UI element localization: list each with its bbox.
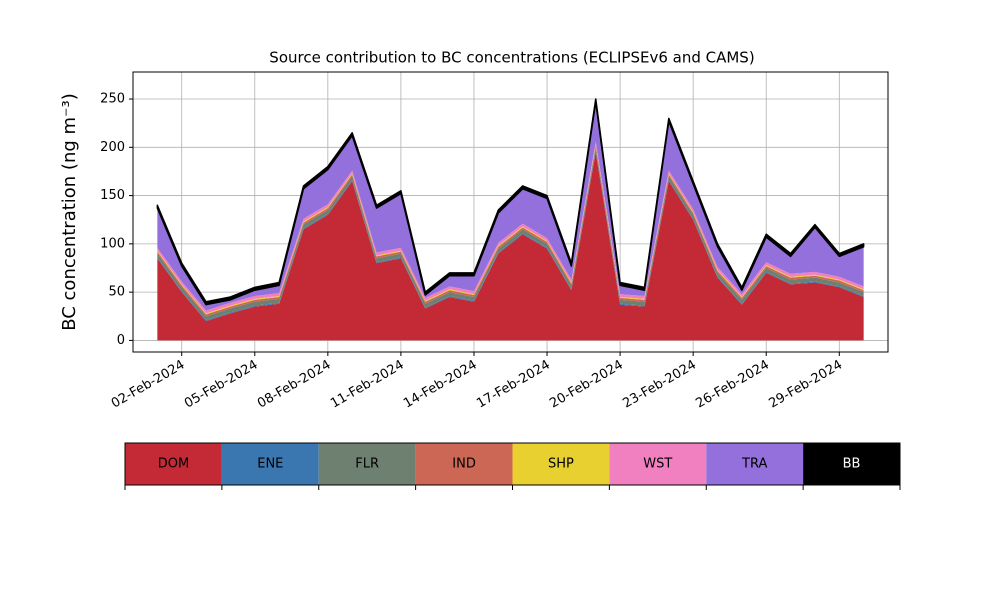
x-tick-label: 02-Feb-2024: [109, 358, 188, 412]
x-tick-label: 29-Feb-2024: [766, 358, 845, 412]
legend-swatch: [125, 443, 222, 485]
x-tick-label: 14-Feb-2024: [401, 358, 480, 412]
legend-label: WST: [643, 457, 672, 472]
y-axis-label: BC concentration (ng m⁻³): [59, 93, 80, 331]
x-tick-label: 26-Feb-2024: [693, 358, 772, 412]
legend-frame: [124, 442, 901, 486]
area: [157, 152, 864, 341]
legend-swatch: [706, 443, 804, 485]
legend-label: FLR: [355, 457, 379, 472]
legend-swatch: [318, 443, 416, 485]
x-tick-label: 11-Feb-2024: [328, 358, 407, 412]
y-tick-label: 0: [117, 333, 125, 348]
y-tick-label: 250: [100, 92, 125, 107]
x-tick-label: 23-Feb-2024: [620, 358, 699, 412]
legend-swatch: [512, 443, 610, 485]
x-tick-label: 08-Feb-2024: [255, 358, 334, 412]
axes-frame: [132, 71, 889, 353]
legend-label: IND: [452, 457, 476, 472]
area: [156, 98, 865, 306]
y-tick-label: 50: [108, 285, 125, 300]
x-tick-label: 17-Feb-2024: [474, 358, 553, 412]
y-tick-label: 200: [100, 140, 125, 155]
legend-label: DOM: [158, 457, 189, 472]
area: [157, 101, 864, 311]
legend-label: ENE: [257, 457, 283, 472]
legend-label: TRA: [741, 457, 767, 472]
x-tick-label: 05-Feb-2024: [182, 358, 261, 412]
legend-swatch: [221, 443, 319, 485]
legend-swatch: [415, 443, 513, 485]
y-tick-label: 150: [100, 188, 125, 203]
y-tick-label: 100: [100, 236, 125, 251]
legend-swatch: [609, 443, 707, 485]
legend-label: SHP: [548, 457, 574, 472]
chart-title: Source contribution to BC concentrations…: [269, 49, 754, 67]
legend-label: BB: [843, 457, 861, 472]
legend-swatch: [803, 443, 900, 485]
x-tick-label: 20-Feb-2024: [547, 358, 626, 412]
